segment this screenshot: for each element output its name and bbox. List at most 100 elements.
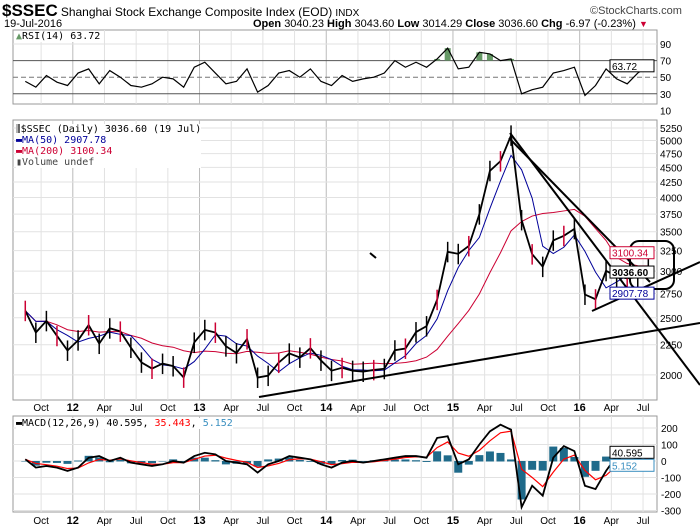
macd-label: MACD(12,26,9) — [22, 418, 101, 429]
low-label: Low — [397, 18, 420, 30]
x-tick-label: 16 — [574, 402, 586, 414]
ma200-legend: MA(200) 3100.34 — [22, 146, 113, 157]
macd-histogram-bar — [464, 461, 473, 465]
rsi-tick-label: 90 — [660, 40, 672, 51]
macd-tick-label: 100 — [661, 441, 678, 452]
ma50-value-tag — [609, 286, 655, 300]
x-tick-label: 12 — [67, 515, 79, 527]
macd-histogram-bar — [359, 461, 368, 462]
x-tick-label: 15 — [447, 402, 459, 414]
x-tick-label: Jul — [256, 516, 269, 527]
chg-label: Chg — [541, 18, 563, 30]
x-tick-label: 15 — [447, 515, 459, 527]
x-tick-label: Apr — [350, 403, 366, 414]
x-tick-label: Oct — [413, 516, 429, 527]
macd-swatch-icon: ▬ — [16, 418, 23, 429]
x-tick-label: Apr — [350, 516, 366, 527]
hist-value-tag — [609, 458, 655, 472]
x-tick-label: Jul — [130, 516, 143, 527]
open-value: 3040.23 — [284, 18, 324, 30]
ma50-value-tag-text: 2907.78 — [612, 289, 649, 300]
close-label: Close — [465, 18, 496, 30]
macd-histogram-bar — [538, 461, 547, 471]
ma50-swatch-icon: ▬ — [16, 135, 23, 146]
macd-histogram-bar — [580, 461, 589, 477]
trendline — [509, 132, 700, 386]
hist-value-tag-text: 5.152 — [612, 461, 637, 472]
macd-histogram-bar — [496, 452, 505, 462]
macd-histogram-bar — [200, 457, 209, 462]
macd-histogram-bar — [42, 461, 51, 463]
annotation-mark — [369, 252, 377, 259]
macd-tick-label: -300 — [661, 507, 681, 518]
x-tick-label: Jul — [510, 403, 523, 414]
x-tick-label: Oct — [540, 516, 556, 527]
macd-histogram-bar — [21, 461, 30, 462]
macd-tick-label: 200 — [661, 424, 678, 435]
price-tick-label: 3750 — [660, 210, 683, 221]
trendline — [591, 261, 700, 312]
x-tick-label: Oct — [287, 516, 303, 527]
ma50-line — [24, 154, 649, 373]
x-tick-label: Oct — [540, 403, 556, 414]
ma200-value-tag-text: 3100.34 — [612, 249, 649, 260]
hist-value: 5.152 — [202, 418, 233, 429]
price-tick-label: 3500 — [660, 228, 683, 239]
open-label: Open — [253, 18, 282, 30]
macd-histogram-bar — [221, 461, 230, 465]
x-tick-label: 12 — [67, 402, 79, 414]
x-tick-label: Apr — [604, 516, 620, 527]
rsi-label: RSI(14) 63.72 — [22, 31, 101, 42]
macd-histogram-bar — [433, 451, 442, 462]
macd-histogram-bar — [517, 461, 526, 500]
price-legend: $SSEC (Daily) 3036.60 (19 Jul) — [20, 124, 202, 135]
index-name: Shanghai Stock Exchange Composite Index … — [60, 5, 333, 19]
macd-tick-label: -100 — [661, 474, 681, 485]
x-tick-label: Jul — [383, 516, 396, 527]
volume-legend: Volume undef — [22, 157, 95, 168]
macd-histogram-bar — [63, 461, 72, 464]
high-value: 3043.60 — [354, 18, 395, 30]
macd-histogram-bar — [570, 456, 579, 462]
macd-histogram-bar — [116, 459, 125, 462]
macd-histogram-bar — [327, 461, 336, 465]
ma200-swatch-icon: ▬ — [16, 146, 23, 157]
price-tick-label: 4750 — [660, 150, 683, 161]
macd-tick-label: -200 — [661, 490, 681, 501]
macd-histogram-bar — [74, 460, 83, 462]
x-tick-label: Apr — [97, 403, 113, 414]
price-tick-label: 5000 — [660, 136, 683, 147]
macd-histogram-bar — [253, 461, 262, 467]
exchange: INDX — [335, 8, 360, 19]
macd-histogram-bar — [306, 461, 315, 462]
rsi-area-icon: ▲ — [16, 31, 23, 42]
x-tick-label: Apr — [223, 516, 239, 527]
macd-histogram-bar — [559, 448, 568, 462]
macd-histogram-bar — [316, 461, 325, 465]
macd-value-tag — [609, 445, 655, 459]
main-legend: ⫼$SSEC (Daily) 3036.60 (19 Jul) ▬MA(50) … — [16, 124, 202, 168]
trendline — [258, 322, 700, 398]
symbol: $SSEC — [2, 1, 58, 20]
macd-histogram-bar — [485, 451, 494, 462]
price-value-tag-text: 3036.60 — [612, 268, 649, 279]
price-line — [24, 131, 649, 380]
copyright: ©StockCharts.com — [590, 5, 682, 17]
x-tick-label: Jul — [637, 516, 650, 527]
chg-value: -6.97 (-0.23%) — [565, 18, 636, 30]
price-tick-label: 4250 — [660, 178, 683, 189]
signal-value: 35.443 — [154, 418, 191, 429]
low-value: 3014.29 — [422, 18, 463, 30]
triangle-down-icon: ▼ — [638, 19, 648, 29]
x-tick-label: Jul — [510, 516, 523, 527]
candle-icon: ⫼ — [16, 124, 21, 135]
macd-histogram-bar — [211, 460, 220, 462]
price-tick-label: 3250 — [660, 247, 683, 258]
rsi-tick-label: 30 — [660, 90, 672, 101]
rsi-legend: ▲RSI(14) 63.72 — [16, 31, 101, 42]
x-tick-label: 13 — [193, 402, 205, 414]
date: 19-Jul-2016 — [4, 18, 63, 30]
macd-histogram-bar — [179, 461, 188, 462]
x-tick-label: Jul — [256, 403, 269, 414]
rsi-value-tag — [609, 59, 655, 73]
